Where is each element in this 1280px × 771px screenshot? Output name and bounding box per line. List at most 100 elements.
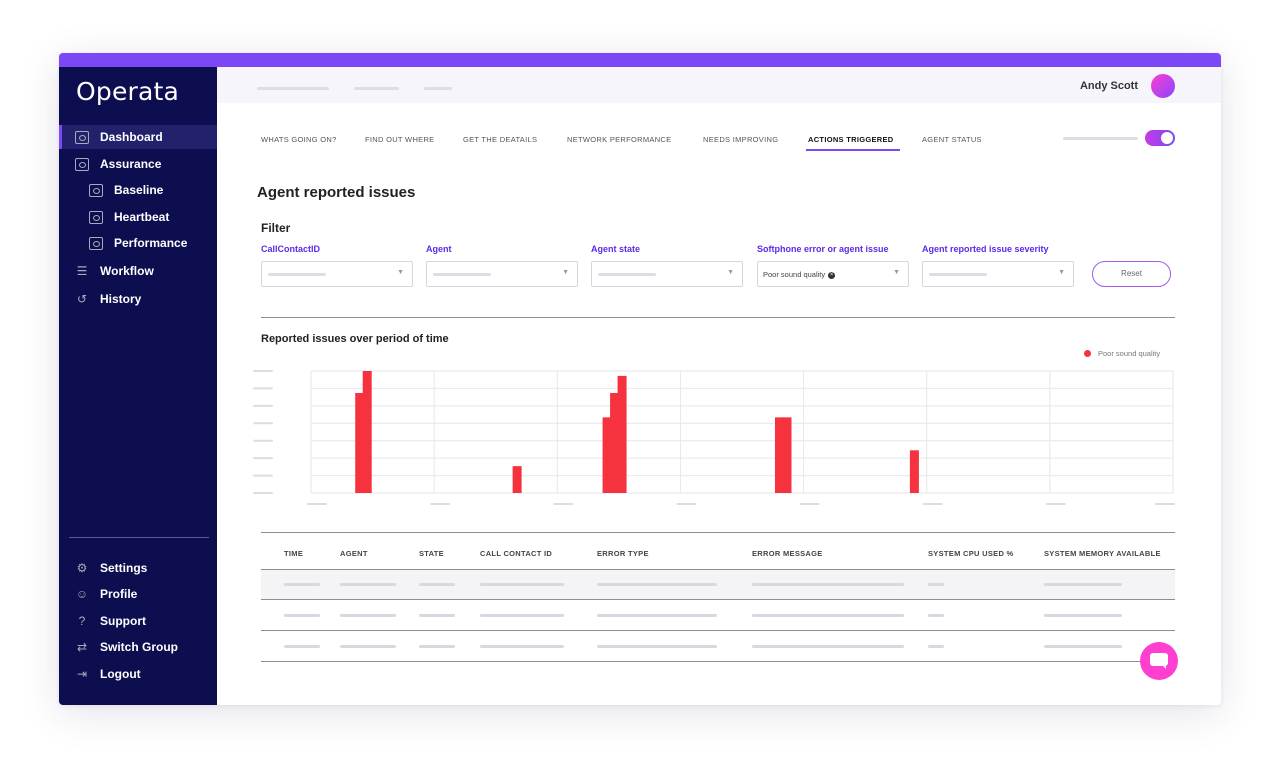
table-cell-placeholder [597, 583, 717, 586]
sidebar-item-workflow[interactable]: ☰ Workflow [59, 259, 217, 283]
column-header[interactable]: TIME [284, 549, 304, 558]
sidebar-item-support[interactable]: ? Support [59, 609, 217, 633]
sidebar-item-dashboard[interactable]: Dashboard [59, 125, 217, 149]
sidebar-item-label: History [100, 292, 142, 306]
filter-select-issue-severity[interactable]: ▼ [922, 261, 1074, 287]
history-icon: ↺ [76, 292, 88, 306]
column-header[interactable]: ERROR TYPE [597, 549, 649, 558]
select-value: Poor sound quality × [763, 270, 836, 279]
chevron-down-icon: ▼ [727, 269, 734, 276]
sidebar-item-performance[interactable]: Performance [59, 231, 217, 255]
table-cell-placeholder [928, 614, 944, 617]
column-header[interactable]: AGENT [340, 549, 368, 558]
row-divider [261, 569, 1175, 570]
header-bar: Andy Scott [217, 67, 1221, 103]
table-cell-placeholder [340, 645, 396, 648]
tab-agent-status[interactable]: AGENT STATUS [922, 135, 982, 144]
sidebar-divider [69, 537, 209, 538]
column-header[interactable]: CALL CONTACT ID [480, 549, 553, 558]
table-cell-placeholder [752, 614, 904, 617]
sidebar-item-heartbeat[interactable]: Heartbeat [59, 205, 217, 229]
column-header[interactable]: SYSTEM MEMORY AVAILABLE [1044, 549, 1161, 558]
page-title: Agent reported issues [257, 184, 416, 201]
switch-group-icon: ⇄ [76, 640, 88, 654]
view-toggle[interactable] [1145, 130, 1175, 146]
select-placeholder [433, 273, 491, 276]
filter-label-issue-severity: Agent reported issue severity [922, 244, 1049, 254]
sidebar-item-profile[interactable]: ☺ Profile [59, 582, 217, 606]
table-row[interactable] [261, 631, 1175, 661]
tab-get-the-details[interactable]: GET THE DEATAILS [463, 135, 538, 144]
chart-bar [602, 417, 612, 493]
column-header[interactable]: STATE [419, 549, 444, 558]
x-tick-label [676, 503, 697, 505]
sidebar-item-label: Dashboard [100, 130, 163, 144]
filter-select-agent-state[interactable]: ▼ [591, 261, 743, 287]
chart-legend: Poor sound quality [1084, 349, 1160, 358]
chart-bar [909, 450, 919, 493]
chevron-down-icon: ▼ [1058, 269, 1065, 276]
x-tick-label [1155, 503, 1175, 505]
sidebar-item-label: Assurance [100, 157, 162, 171]
sidebar-item-label: Settings [100, 561, 148, 575]
tab-actions-triggered[interactable]: ACTIONS TRIGGERED [808, 135, 894, 144]
sidebar-item-settings[interactable]: ⚙ Settings [59, 556, 217, 580]
table-cell-placeholder [597, 614, 717, 617]
sidebar-item-baseline[interactable]: Baseline [59, 178, 217, 202]
chart-bar [617, 375, 627, 493]
table-cell-placeholder [1044, 583, 1122, 586]
select-placeholder [598, 273, 656, 276]
table-row[interactable] [261, 600, 1175, 630]
chart-bar [782, 417, 792, 493]
select-placeholder [929, 273, 987, 276]
tab-network-performance[interactable]: NETWORK PERFORMANCE [567, 135, 672, 144]
column-header[interactable]: SYSTEM CPU USED % [928, 549, 1014, 558]
sidebar-item-switch-group[interactable]: ⇄ Switch Group [59, 635, 217, 659]
tab-needs-improving[interactable]: NEEDS IMPROVING [703, 135, 779, 144]
tab-find-out-where[interactable]: FIND OUT WHERE [365, 135, 435, 144]
table-cell-placeholder [1044, 645, 1122, 648]
filter-label-callcontactid: CallContactID [261, 244, 321, 254]
filter-label-agent-state: Agent state [591, 244, 641, 254]
sidebar-item-label: Workflow [100, 264, 154, 278]
filter-select-softphone-error[interactable]: Poor sound quality × ▼ [757, 261, 909, 287]
chat-button[interactable] [1140, 642, 1178, 680]
column-header[interactable]: ERROR MESSAGE [752, 549, 823, 558]
table-top-divider [261, 532, 1175, 533]
table-cell-placeholder [284, 614, 320, 617]
tab-whats-going-on[interactable]: WHATS GOING ON? [261, 135, 337, 144]
top-accent-bar [59, 53, 1221, 67]
filter-select-agent[interactable]: ▼ [426, 261, 578, 287]
user-name[interactable]: Andy Scott [1079, 80, 1138, 92]
row-divider [261, 661, 1175, 662]
table-cell-placeholder [597, 645, 717, 648]
avatar[interactable] [1151, 74, 1175, 98]
clear-icon[interactable]: × [828, 271, 836, 279]
active-tab-indicator [806, 149, 900, 151]
filter-title: Filter [261, 221, 291, 235]
table-cell-placeholder [1044, 614, 1122, 617]
chart-bar [362, 371, 372, 493]
table-row[interactable] [261, 569, 1175, 599]
y-tick-label [253, 404, 273, 407]
x-tick-label [799, 503, 820, 505]
row-divider [261, 630, 1175, 631]
chart-bar [610, 392, 620, 493]
table-cell-placeholder [928, 645, 944, 648]
legend-dot [1084, 350, 1091, 357]
sidebar-item-assurance[interactable]: Assurance [59, 152, 217, 176]
table-cell-placeholder [752, 645, 904, 648]
sidebar-item-logout[interactable]: ⇥ Logout [59, 662, 217, 686]
app-window: Operata Dashboard Assurance Baseline Hea… [59, 53, 1221, 705]
sidebar-item-label: Heartbeat [114, 210, 170, 224]
support-icon: ? [78, 614, 86, 628]
chart-bar [355, 392, 365, 493]
filter-select-callcontactid[interactable]: ▼ [261, 261, 413, 287]
chart-bar [512, 466, 522, 493]
dashboard-icon [75, 130, 89, 144]
breadcrumb-placeholder [424, 87, 452, 90]
sidebar-item-history[interactable]: ↺ History [59, 287, 217, 311]
reset-button[interactable]: Reset [1092, 261, 1171, 287]
sidebar-item-label: Performance [114, 236, 188, 250]
settings-icon: ⚙ [76, 561, 88, 575]
